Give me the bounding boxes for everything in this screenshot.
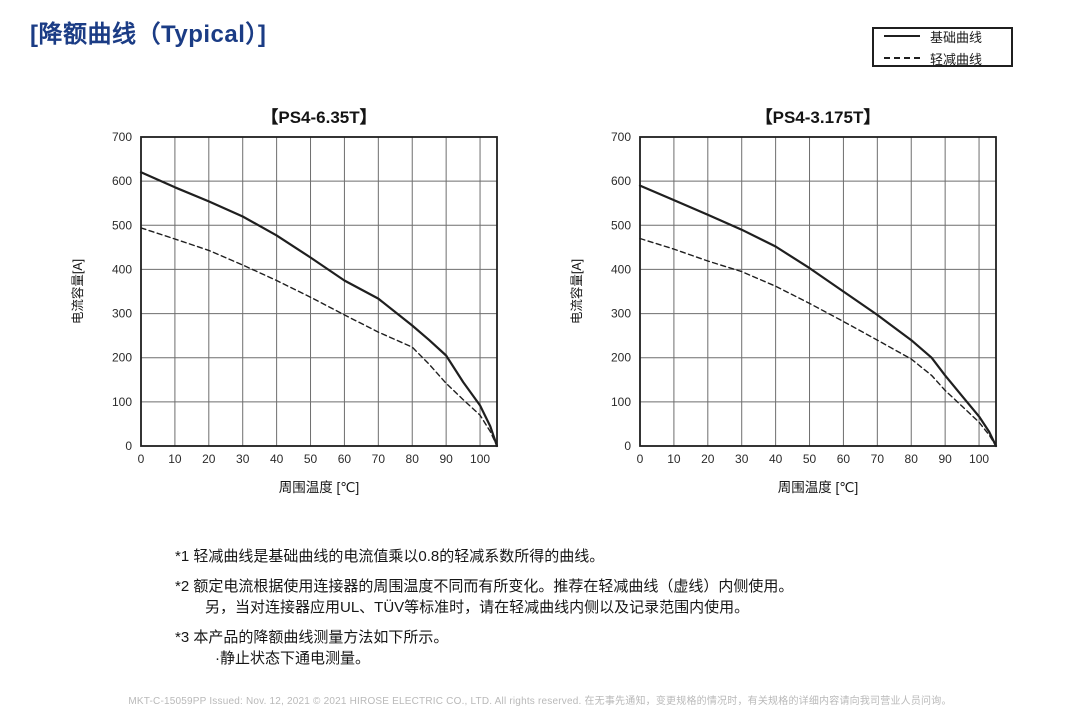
svg-text:500: 500 (611, 218, 631, 232)
footnote-3-line1: *3 本产品的降额曲线测量方法如下所示。 (175, 629, 449, 646)
svg-text:80: 80 (905, 452, 919, 466)
y-axis-label: 电流容量[A] (569, 259, 584, 324)
footnote-3-line2: ·静止状态下通电测量。 (215, 650, 370, 667)
svg-text:40: 40 (769, 452, 783, 466)
page-title: [降额曲线（Typical）] (30, 21, 267, 48)
svg-text:0: 0 (138, 452, 145, 466)
svg-text:400: 400 (112, 262, 132, 276)
svg-text:70: 70 (871, 452, 885, 466)
x-axis-label: 周围温度 [℃] (778, 480, 858, 495)
svg-text:50: 50 (304, 452, 318, 466)
svg-text:80: 80 (406, 452, 420, 466)
svg-text:70: 70 (372, 452, 386, 466)
svg-text:100: 100 (470, 452, 490, 466)
base-curve-line (638, 184, 998, 448)
svg-text:100: 100 (611, 395, 631, 409)
footnote-1: *1 轻减曲线是基础曲线的电流值乘以0.8的轻减系数所得的曲线。 (175, 548, 605, 565)
legend-box: 基础曲线 轻减曲线 (872, 27, 1013, 67)
svg-text:500: 500 (112, 218, 132, 232)
svg-text:0: 0 (637, 452, 644, 466)
grid-lines (140, 136, 497, 447)
svg-text:600: 600 (611, 174, 631, 188)
svg-text:300: 300 (611, 307, 631, 321)
chart-panel-ps4-3-175t: 0 10 20 30 40 50 60 70 80 90 100 0 100 200 300 400 500 60… (554, 98, 1034, 505)
solid-line-swatch (884, 35, 920, 37)
chart-title: 【PS4-6.35T】 (261, 107, 376, 127)
svg-text:200: 200 (611, 351, 631, 365)
svg-text:90: 90 (938, 452, 952, 466)
tick-labels: 0 10 20 30 40 50 60 70 80 90 100 0 100 200 300 400 500 60… (611, 130, 989, 466)
svg-text:300: 300 (112, 307, 132, 321)
dashed-line-swatch (884, 57, 920, 59)
svg-text:60: 60 (338, 452, 352, 466)
derating-chart-svg: 0 10 20 30 40 50 60 70 80 90 100 0 100 200 300 400 500 60… (70, 107, 499, 495)
svg-text:30: 30 (236, 452, 250, 466)
base-curve-line (139, 171, 499, 448)
svg-text:50: 50 (803, 452, 817, 466)
legend-row-base: 基础曲线 (884, 27, 1001, 46)
footnote-2-line1: *2 额定电流根据使用连接器的周围温度不同而有所变化。推荐在轻减曲线（虚线）内侧… (175, 578, 794, 595)
svg-text:0: 0 (624, 439, 631, 453)
footer-note: MKT-C-15059PP Issued: Nov. 12, 2021 © 20… (128, 696, 952, 707)
svg-text:700: 700 (611, 130, 631, 144)
footnote-2-line2: 另，当对连接器应用UL、TÜV等标准时，请在轻减曲线内侧以及记录范围内使用。 (205, 599, 750, 616)
svg-text:40: 40 (270, 452, 284, 466)
svg-text:600: 600 (112, 174, 132, 188)
svg-text:400: 400 (611, 262, 631, 276)
derated-curve-line (639, 237, 997, 447)
svg-text:30: 30 (735, 452, 749, 466)
svg-text:20: 20 (202, 452, 216, 466)
svg-text:20: 20 (701, 452, 715, 466)
plot-border (140, 136, 498, 447)
legend-label-derated: 轻减曲线 (930, 51, 983, 67)
chart-title: 【PS4-3.175T】 (756, 107, 881, 127)
svg-text:200: 200 (112, 351, 132, 365)
y-axis-label: 电流容量[A] (70, 259, 85, 324)
footnotes: *1 轻减曲线是基础曲线的电流值乘以0.8的轻减系数所得的曲线。 *2 额定电流… (175, 546, 895, 669)
legend-label-base: 基础曲线 (930, 29, 983, 45)
svg-text:10: 10 (667, 452, 681, 466)
chart-panel-ps4-6-35t: 0 10 20 30 40 50 60 70 80 90 100 0 100 200 300 400 500 60… (55, 98, 535, 505)
legend-row-derated: 轻减曲线 (884, 49, 1001, 68)
svg-text:90: 90 (439, 452, 453, 466)
svg-text:10: 10 (168, 452, 182, 466)
svg-text:100: 100 (112, 395, 132, 409)
svg-text:60: 60 (837, 452, 851, 466)
svg-text:700: 700 (112, 130, 132, 144)
derating-chart-svg: 0 10 20 30 40 50 60 70 80 90 100 0 100 200 300 400 500 60… (569, 107, 998, 495)
tick-labels: 0 10 20 30 40 50 60 70 80 90 100 0 100 200 300 400 500 60… (112, 130, 490, 466)
derated-curve-line (140, 227, 498, 447)
grid-lines (639, 136, 996, 447)
svg-text:100: 100 (969, 452, 989, 466)
x-axis-label: 周围温度 [℃] (279, 480, 359, 495)
plot-border (639, 136, 997, 447)
svg-text:0: 0 (125, 439, 132, 453)
